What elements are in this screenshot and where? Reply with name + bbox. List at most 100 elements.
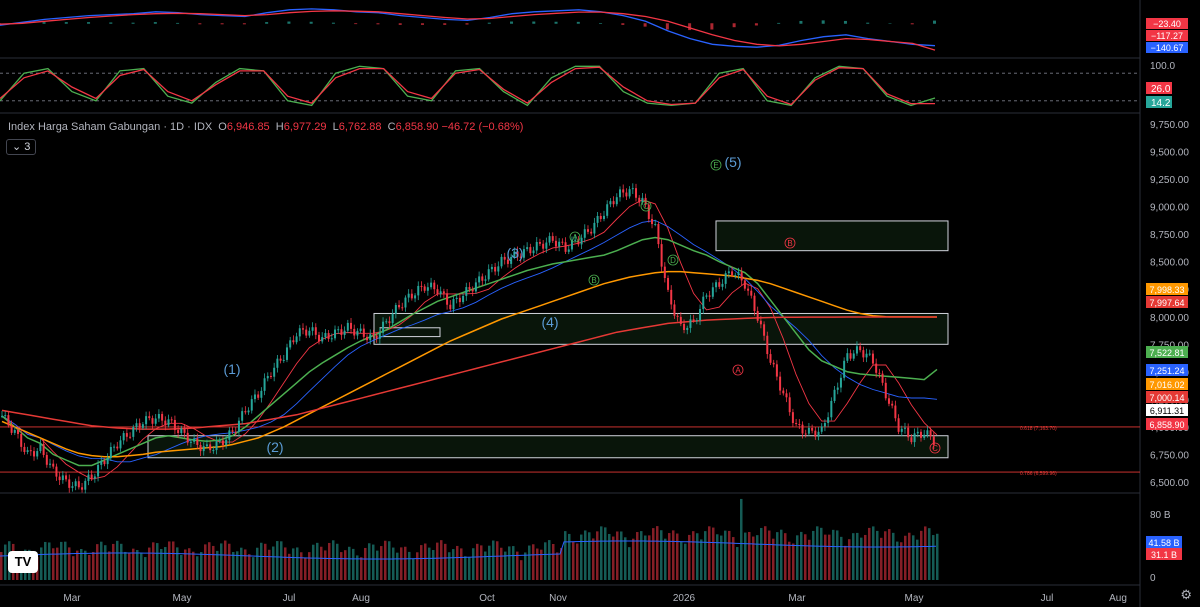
candle-body bbox=[109, 446, 112, 458]
candle-body bbox=[442, 291, 445, 294]
candle-body bbox=[484, 279, 487, 281]
candle-body bbox=[141, 424, 144, 428]
candle-body bbox=[436, 289, 439, 294]
volume-bar bbox=[140, 552, 143, 580]
macd-histogram-bar bbox=[242, 23, 246, 25]
candle-body bbox=[301, 328, 304, 330]
volume-bar bbox=[220, 543, 223, 580]
gear-icon[interactable]: ⚙ bbox=[1180, 587, 1192, 602]
volume-bar bbox=[784, 533, 787, 580]
candle-body bbox=[39, 443, 42, 452]
candle-body bbox=[593, 222, 596, 234]
candle-body bbox=[215, 441, 218, 451]
volume-bar bbox=[684, 543, 687, 580]
candle-body bbox=[356, 330, 359, 336]
candle-body bbox=[273, 367, 276, 377]
volume-bar bbox=[484, 551, 487, 580]
volume-bar bbox=[72, 556, 75, 580]
open-label: O bbox=[218, 121, 227, 133]
price-axis-label: 6,500.00 bbox=[1150, 478, 1189, 489]
candle-body bbox=[574, 239, 577, 241]
candle-body bbox=[910, 437, 913, 443]
tradingview-logo[interactable]: TV bbox=[8, 551, 38, 573]
candle-body bbox=[196, 438, 199, 445]
price-axis-label: 9,750.00 bbox=[1150, 120, 1189, 131]
candle-body bbox=[926, 430, 929, 435]
candle-body bbox=[836, 387, 839, 390]
moving-average-line bbox=[1, 220, 938, 463]
candle-body bbox=[132, 426, 135, 437]
candle-body bbox=[340, 329, 343, 336]
indicators-toggle-button[interactable]: ⌄ 3 bbox=[6, 139, 37, 155]
candle-body bbox=[785, 393, 788, 398]
candle-body bbox=[510, 256, 513, 264]
volume-bar bbox=[84, 550, 87, 580]
candle-body bbox=[10, 425, 13, 433]
volume-bar bbox=[904, 535, 907, 580]
time-axis-label: Nov bbox=[549, 593, 567, 604]
candle-body bbox=[567, 249, 570, 252]
volume-bar bbox=[504, 551, 507, 580]
candle-body bbox=[635, 188, 638, 198]
candle-body bbox=[148, 416, 151, 419]
volume-bar bbox=[240, 547, 243, 580]
macd-histogram-bar bbox=[710, 23, 714, 30]
candle-body bbox=[234, 431, 237, 433]
volume-bar bbox=[852, 533, 855, 580]
candle-body bbox=[753, 295, 756, 311]
volume-bar bbox=[292, 548, 295, 580]
macd-histogram-bar bbox=[510, 21, 514, 24]
candle-body bbox=[711, 287, 714, 297]
macd-histogram-bar bbox=[398, 23, 402, 25]
volume-bar bbox=[564, 531, 567, 580]
volume-bar bbox=[880, 537, 883, 580]
volume-bar bbox=[48, 542, 51, 580]
candle-body bbox=[58, 476, 61, 481]
volume-bar bbox=[836, 530, 839, 580]
symbol-title[interactable]: Index Harga Saham Gabungan · 1D · IDX bbox=[8, 121, 213, 133]
candle-body bbox=[782, 390, 785, 394]
candle-body bbox=[715, 282, 718, 288]
candle-body bbox=[875, 363, 878, 373]
volume-bar bbox=[644, 535, 647, 580]
candle-body bbox=[929, 430, 932, 437]
volume-bar bbox=[896, 541, 899, 580]
candle-body bbox=[285, 347, 288, 360]
candle-body bbox=[346, 322, 349, 331]
candle-body bbox=[295, 336, 298, 343]
candle-body bbox=[250, 399, 253, 411]
time-axis-label: Jul bbox=[1041, 593, 1054, 604]
volume-bar bbox=[168, 541, 171, 580]
macd-histogram-bar bbox=[866, 22, 870, 24]
candle-body bbox=[657, 223, 660, 245]
candle-body bbox=[897, 418, 900, 432]
wave-marker-green bbox=[667, 254, 679, 266]
candle-body bbox=[923, 434, 926, 438]
volume-bar bbox=[432, 550, 435, 580]
candle-body bbox=[558, 241, 561, 247]
volume-bar bbox=[800, 531, 803, 580]
candle-body bbox=[811, 427, 814, 431]
volume-bar bbox=[708, 526, 711, 580]
candle-body bbox=[868, 353, 871, 355]
volume-bar bbox=[64, 541, 67, 580]
candle-body bbox=[638, 197, 641, 203]
candle-body bbox=[462, 295, 465, 303]
candle-body bbox=[189, 441, 192, 443]
volume-bar bbox=[760, 527, 763, 580]
candle-body bbox=[849, 353, 852, 359]
volume-bar bbox=[920, 530, 923, 580]
wave-label-blue: (4) bbox=[541, 314, 558, 330]
volume-bar bbox=[116, 540, 119, 580]
macd-histogram-bar bbox=[554, 21, 558, 24]
candle-body bbox=[820, 426, 823, 432]
candle-body bbox=[814, 430, 817, 437]
candle-body bbox=[305, 329, 308, 336]
volume-bar bbox=[264, 543, 267, 580]
candle-body bbox=[743, 280, 746, 289]
volume-bar bbox=[460, 548, 463, 580]
candle-body bbox=[689, 319, 692, 328]
candle-body bbox=[231, 430, 234, 432]
candle-body bbox=[23, 446, 26, 453]
